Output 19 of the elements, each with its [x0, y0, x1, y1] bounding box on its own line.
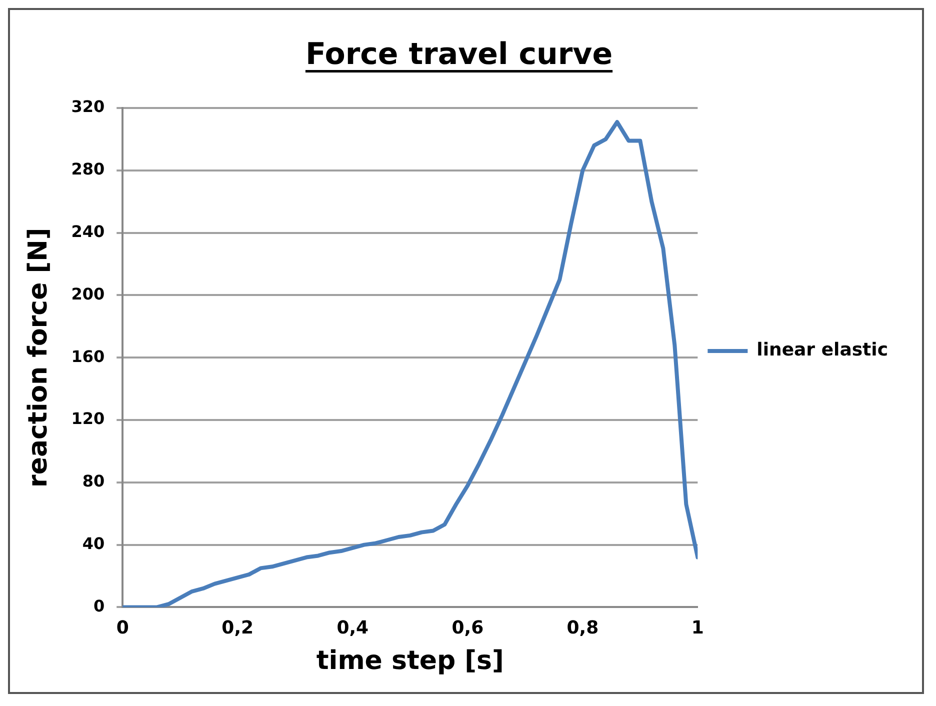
y-tick-label: 40 — [82, 534, 105, 553]
y-tick-label: 120 — [71, 409, 105, 428]
y-axis-title: reaction force [N] — [23, 228, 54, 488]
y-tick-label: 280 — [71, 160, 105, 179]
x-tick-label: 0 — [116, 618, 129, 639]
legend-label: linear elastic — [756, 340, 888, 361]
x-tick-label: 0,4 — [336, 618, 369, 639]
y-tick-label: 0 — [93, 596, 105, 616]
y-tick-label: 240 — [71, 222, 105, 241]
x-axis-title: time step [s] — [316, 646, 504, 676]
y-tick-label: 200 — [71, 284, 105, 304]
x-tick-label: 0,8 — [566, 618, 599, 639]
y-tick-label: 160 — [71, 346, 105, 366]
y-tick-label: 320 — [71, 97, 105, 116]
x-tick-label: 0,6 — [452, 618, 484, 639]
x-tick-label: 0,2 — [222, 618, 254, 639]
y-tick-label: 80 — [82, 472, 105, 491]
chart-title: Force travel curve — [305, 36, 613, 72]
x-tick-label: 1 — [691, 618, 704, 639]
